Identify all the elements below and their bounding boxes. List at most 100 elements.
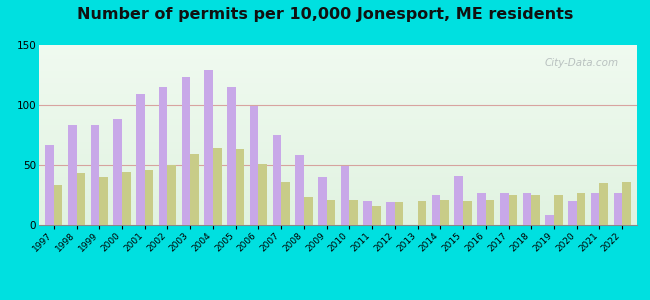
Bar xyxy=(39,98,637,99)
Bar xyxy=(39,119,637,120)
Bar xyxy=(39,193,637,194)
Bar xyxy=(39,155,637,156)
Bar xyxy=(236,149,244,225)
Bar xyxy=(39,222,637,223)
Bar xyxy=(39,201,637,202)
Bar xyxy=(39,74,637,75)
Bar xyxy=(39,125,637,126)
Bar xyxy=(39,109,637,110)
Bar xyxy=(39,171,637,172)
Bar xyxy=(39,118,637,119)
Bar xyxy=(39,124,637,125)
Bar xyxy=(39,184,637,185)
Bar xyxy=(213,148,222,225)
Bar xyxy=(39,92,637,93)
Bar xyxy=(39,210,637,211)
Bar xyxy=(39,212,637,213)
Bar xyxy=(39,180,637,181)
Bar xyxy=(39,120,637,121)
Bar xyxy=(39,139,637,140)
Bar xyxy=(39,150,637,151)
Bar xyxy=(39,55,637,56)
Bar xyxy=(463,201,472,225)
Bar xyxy=(39,211,637,212)
Bar xyxy=(39,176,637,177)
Bar xyxy=(39,178,637,179)
Bar xyxy=(39,108,637,109)
Bar xyxy=(39,111,637,112)
Bar xyxy=(39,170,637,171)
Bar xyxy=(39,197,637,198)
Bar xyxy=(39,164,637,165)
Bar xyxy=(39,186,637,187)
Bar xyxy=(39,179,637,180)
Bar xyxy=(39,140,637,141)
Bar xyxy=(168,165,176,225)
Bar xyxy=(39,75,637,76)
Bar xyxy=(39,85,637,86)
Bar xyxy=(39,182,637,183)
Bar xyxy=(39,224,637,225)
Bar xyxy=(39,143,637,144)
Bar xyxy=(39,65,637,66)
Bar xyxy=(39,216,637,217)
Bar xyxy=(39,49,637,50)
Bar xyxy=(295,155,304,225)
Bar xyxy=(39,69,637,70)
Bar xyxy=(259,164,267,225)
Bar xyxy=(90,125,99,225)
Bar xyxy=(181,77,190,225)
Bar xyxy=(122,172,131,225)
Bar xyxy=(39,215,637,216)
Bar xyxy=(39,135,637,136)
Bar xyxy=(39,71,637,72)
Bar xyxy=(39,187,637,188)
Bar xyxy=(568,201,577,225)
Bar xyxy=(39,89,637,90)
Bar xyxy=(327,200,335,225)
Bar xyxy=(204,70,213,225)
Bar xyxy=(39,138,637,139)
Bar xyxy=(39,103,637,104)
Bar xyxy=(39,168,637,169)
Bar xyxy=(39,101,637,102)
Bar xyxy=(39,61,637,62)
Bar xyxy=(39,147,637,148)
Bar xyxy=(39,79,637,80)
Bar xyxy=(39,219,637,220)
Bar xyxy=(39,191,637,192)
Bar xyxy=(39,183,637,184)
Bar xyxy=(39,137,637,138)
Bar xyxy=(39,122,637,123)
Bar xyxy=(39,54,637,55)
Bar xyxy=(39,53,637,54)
Bar xyxy=(39,136,637,137)
Bar xyxy=(386,202,395,225)
Bar xyxy=(545,215,554,225)
Bar xyxy=(39,129,637,130)
Bar xyxy=(39,73,637,74)
Bar xyxy=(39,105,637,106)
Bar xyxy=(68,125,77,225)
Bar xyxy=(39,117,637,118)
Bar xyxy=(39,221,637,222)
Bar xyxy=(136,94,145,225)
Bar xyxy=(39,169,637,170)
Bar xyxy=(622,182,631,225)
Bar xyxy=(39,63,637,64)
Bar xyxy=(39,123,637,124)
Bar xyxy=(39,144,637,145)
Bar xyxy=(39,185,637,186)
Bar xyxy=(39,217,637,218)
Bar xyxy=(39,126,637,127)
Bar xyxy=(39,162,637,163)
Bar xyxy=(39,158,637,159)
Bar xyxy=(39,163,637,164)
Bar xyxy=(39,208,637,209)
Bar xyxy=(39,99,637,100)
Bar xyxy=(341,166,349,225)
Bar xyxy=(591,193,599,225)
Bar xyxy=(39,174,637,175)
Bar xyxy=(99,177,108,225)
Bar xyxy=(39,218,637,219)
